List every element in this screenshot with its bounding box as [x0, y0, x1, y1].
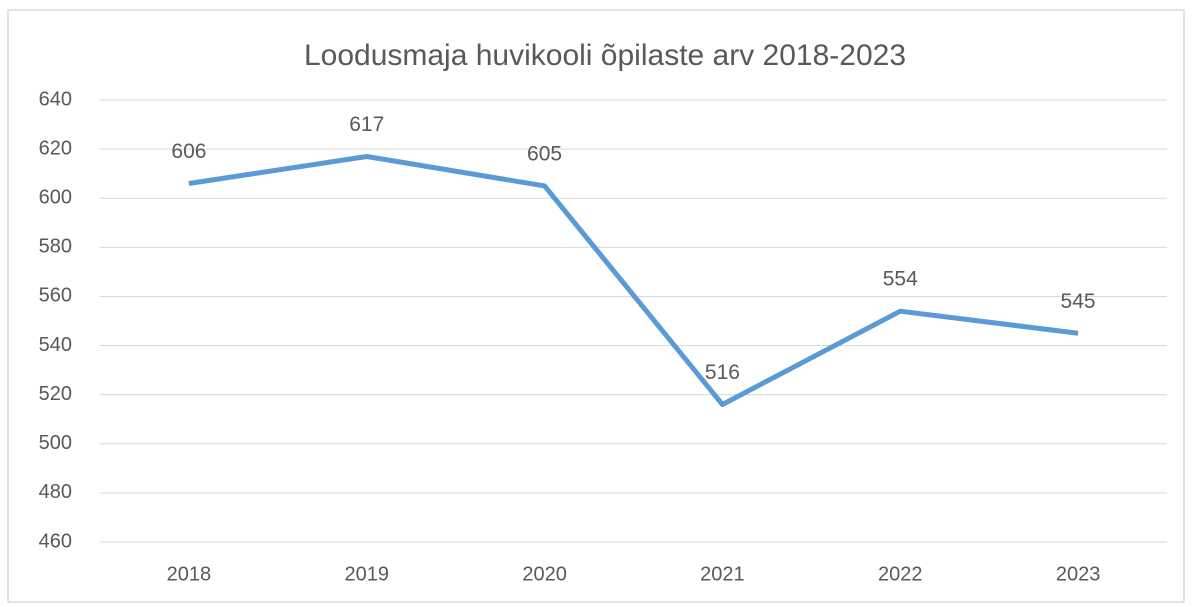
y-tick-label: 500	[39, 432, 72, 454]
x-tick-label: 2020	[522, 563, 567, 585]
chart-frame	[7, 9, 1185, 603]
data-label: 545	[1061, 290, 1096, 313]
y-tick-label: 460	[39, 530, 72, 552]
data-label: 606	[171, 140, 206, 163]
y-tick-label: 540	[39, 334, 72, 356]
y-tick-label: 600	[39, 187, 72, 209]
y-tick-label: 520	[39, 383, 72, 405]
chart-title: Loodusmaja huvikooli õpilaste arv 2018-2…	[304, 39, 906, 72]
data-label: 617	[349, 113, 384, 136]
data-label: 605	[527, 142, 562, 165]
x-tick-label: 2021	[700, 563, 745, 585]
y-tick-label: 640	[39, 88, 72, 110]
data-label: 554	[883, 268, 918, 291]
y-tick-label: 480	[39, 481, 72, 503]
y-tick-label: 620	[39, 137, 72, 159]
y-tick-label: 560	[39, 285, 72, 307]
y-tick-label: 580	[39, 236, 72, 258]
x-tick-label: 2018	[167, 563, 212, 585]
x-tick-label: 2022	[878, 563, 923, 585]
x-tick-label: 2019	[345, 563, 390, 585]
x-tick-label: 2023	[1056, 563, 1101, 585]
data-label: 516	[705, 361, 740, 384]
data-line	[188, 153, 1079, 407]
